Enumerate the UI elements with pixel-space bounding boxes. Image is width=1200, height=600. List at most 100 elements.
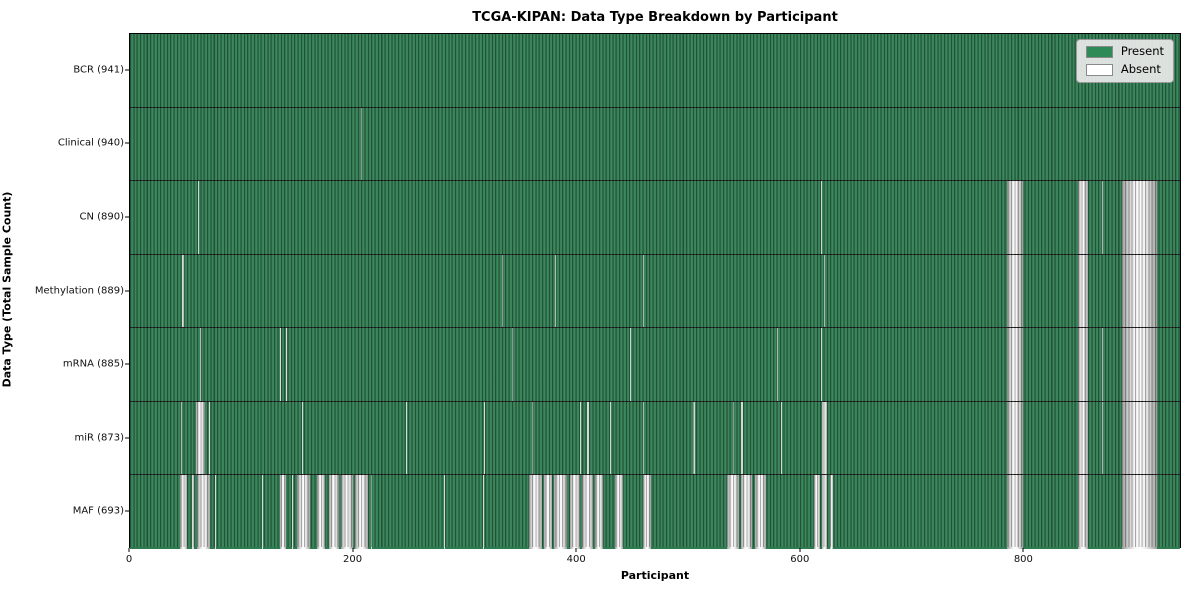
heatmap-row-maf [130, 475, 1180, 549]
absent-stripe [820, 181, 822, 254]
absent-stripe [569, 475, 580, 549]
absent-stripe [629, 328, 631, 401]
y-tick-label: MAF (693) [72, 505, 124, 517]
heatmap-row-mir [130, 401, 1180, 476]
x-tick-mark [1022, 548, 1024, 552]
absent-stripe [1121, 328, 1157, 401]
x-tick-mark [128, 548, 130, 552]
absent-stripe [1007, 254, 1023, 328]
absent-stripe [824, 254, 826, 328]
absent-stripe [643, 401, 645, 475]
absent-stripe [279, 475, 287, 549]
absent-stripe [555, 254, 557, 328]
absent-stripe [1078, 328, 1089, 401]
x-tick-mark [352, 548, 354, 552]
y-tick-mark [125, 69, 129, 71]
absent-stripe [579, 401, 581, 475]
absent-stripe [529, 475, 542, 549]
y-tick-label: miR (873) [74, 432, 124, 444]
absent-stripe [1121, 475, 1157, 549]
absent-stripe [291, 475, 293, 549]
absent-stripe [820, 328, 822, 401]
x-axis-label: Participant [620, 569, 690, 582]
absent-stripe [554, 475, 568, 549]
absent-stripe [814, 475, 820, 549]
y-tick-label: BCR (941) [73, 64, 124, 76]
absent-stripe [581, 475, 594, 549]
legend-item-absent: Absent [1085, 64, 1164, 76]
heatmap-row-cn [130, 181, 1180, 255]
absent-stripe [286, 328, 288, 401]
absent-stripe [371, 475, 373, 549]
absent-stripe [1078, 401, 1089, 475]
absent-stripe [340, 475, 354, 549]
absent-stripe [181, 401, 183, 475]
absent-stripe [693, 401, 695, 475]
absent-stripe [821, 475, 828, 549]
x-tick-label: 0 [125, 554, 133, 565]
heatmap-row-mrna [130, 328, 1180, 402]
absent-stripe [501, 254, 503, 328]
x-tick-label: 200 [343, 554, 363, 565]
x-tick-label: 800 [1013, 554, 1033, 565]
y-tick-mark [125, 216, 129, 218]
heatmap-row-methylation [130, 254, 1180, 329]
y-tick-label: Clinical (940) [57, 137, 124, 149]
absent-stripe [214, 475, 216, 549]
absent-stripe [1007, 328, 1023, 401]
heatmap-rows [130, 34, 1180, 549]
absent-stripe [1007, 401, 1023, 475]
absent-stripe [1078, 181, 1089, 254]
absent-stripe [609, 401, 611, 475]
absent-stripe [279, 328, 281, 401]
absent-stripe [595, 475, 604, 549]
absent-stripe [328, 475, 339, 549]
absent-stripe [195, 401, 205, 475]
y-tick-mark [125, 510, 129, 512]
heatmap-plot: Present Absent [129, 33, 1181, 549]
absent-stripe [511, 328, 513, 401]
present-color-swatch [1085, 46, 1113, 58]
y-tick-label: mRNA (885) [62, 358, 124, 370]
absent-stripe [754, 475, 767, 549]
absent-stripe [732, 401, 734, 475]
absent-stripe [615, 475, 624, 549]
absent-stripe [643, 254, 645, 328]
legend-label-present: Present [1120, 44, 1164, 59]
absent-stripe [200, 328, 202, 401]
absent-stripe [360, 107, 363, 181]
y-tick-mark [125, 142, 129, 144]
absent-stripe [301, 401, 303, 475]
absent-stripe [821, 401, 828, 475]
absent-stripe [209, 401, 211, 475]
y-tick-mark [125, 290, 129, 291]
absent-stripe [483, 401, 485, 475]
absent-stripe [531, 401, 533, 475]
absent-stripe [1078, 475, 1089, 549]
chart-title: TCGA-KIPAN: Data Type Breakdown by Parti… [472, 10, 838, 25]
absent-stripe [196, 475, 211, 549]
x-tick-label: 400 [566, 554, 586, 565]
heatmap-row-bcr [130, 34, 1180, 108]
absent-stripe [587, 401, 589, 475]
absent-stripe [543, 475, 552, 549]
y-tick-mark [125, 437, 129, 439]
heatmap-row-clinical [130, 107, 1180, 182]
absent-stripe [1101, 328, 1103, 401]
absent-stripe [1078, 254, 1089, 328]
absent-stripe [405, 401, 407, 475]
absent-stripe [829, 475, 833, 549]
absent-stripe [192, 475, 194, 549]
x-tick-mark [575, 548, 577, 552]
absent-stripe [355, 475, 368, 549]
absent-stripe [482, 475, 484, 549]
absent-stripe [726, 475, 740, 549]
absent-stripe [443, 475, 445, 549]
absent-stripe [780, 401, 782, 475]
absent-stripe [643, 475, 652, 549]
absent-stripe [1007, 475, 1023, 549]
absent-stripe [1121, 401, 1157, 475]
y-tick-label: Methylation (889) [34, 285, 124, 296]
absent-stripe [182, 254, 184, 328]
